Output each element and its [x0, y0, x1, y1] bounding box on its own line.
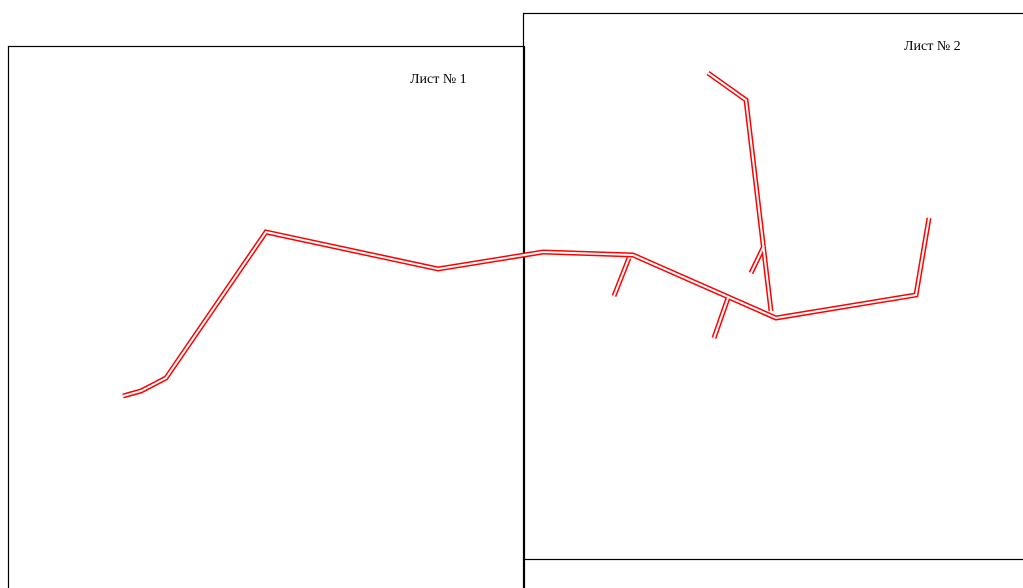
network-inner	[122, 72, 930, 397]
network-lines	[122, 70, 932, 399]
sheet-2-frame	[522, 12, 1023, 561]
sheet-2-label: Лист № 2	[904, 39, 961, 54]
sheet-2	[522, 12, 1023, 588]
north-branch	[706, 70, 774, 312]
sheet-1-frame	[7, 45, 526, 588]
sheet-1-label: Лист № 1	[410, 72, 467, 87]
sheet-1	[7, 45, 526, 588]
